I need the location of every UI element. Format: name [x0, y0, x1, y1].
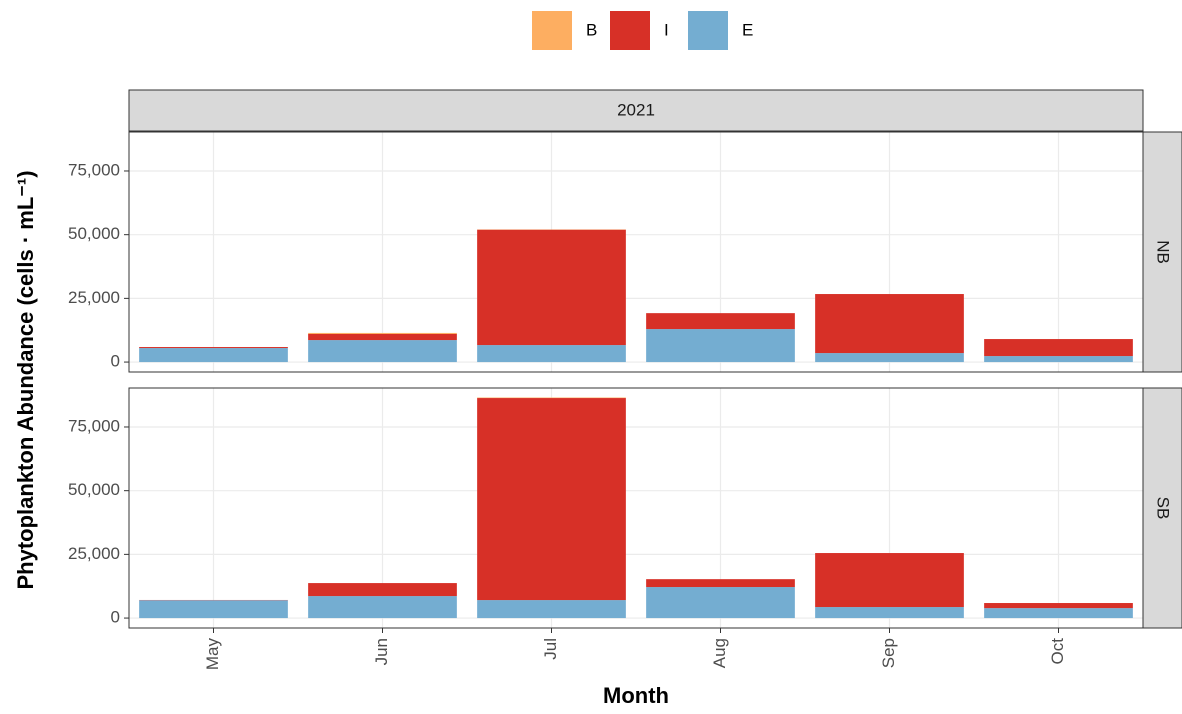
bar-segment [308, 333, 457, 334]
bar-segment [477, 600, 626, 618]
strip-label: SB [1154, 497, 1173, 520]
y-tick-label: 0 [111, 608, 120, 627]
legend-label: E [742, 20, 753, 39]
bar-segment [139, 348, 288, 362]
bar-segment [477, 398, 626, 600]
x-tick-label: Jul [541, 638, 560, 660]
legend-swatch [688, 11, 728, 50]
panel-background [129, 132, 1143, 372]
panel-background [129, 388, 1143, 628]
bar-segment [477, 230, 626, 345]
bar-segment [984, 356, 1133, 362]
bar-segment [646, 329, 795, 362]
bar-segment [308, 334, 457, 340]
bar-segment [308, 596, 457, 618]
y-tick-label: 0 [111, 352, 120, 371]
bar-segment [477, 398, 626, 399]
x-tick-label: Oct [1048, 638, 1067, 665]
legend-swatch [532, 11, 572, 50]
x-tick-label: Jun [372, 638, 391, 665]
y-tick-label: 50,000 [68, 480, 120, 499]
bar-segment [815, 607, 964, 618]
bar-segment [815, 353, 964, 362]
bar-segment [646, 313, 795, 329]
x-axis-title: Month [603, 683, 669, 708]
x-tick-label: Aug [710, 638, 729, 668]
y-tick-label: 75,000 [68, 160, 120, 179]
y-axis-title: Phytoplankton Abundance (cells · mL⁻¹) [13, 170, 38, 589]
bar-segment [308, 340, 457, 362]
bar-segment [646, 587, 795, 618]
legend-label: I [664, 20, 669, 39]
bar-segment [139, 347, 288, 348]
x-tick-label: May [203, 638, 222, 671]
legend-swatch [610, 11, 650, 50]
bar-segment [646, 579, 795, 587]
bar-segment [477, 345, 626, 362]
bar-segment [984, 608, 1133, 618]
y-tick-label: 25,000 [68, 544, 120, 563]
bar-segment [139, 600, 288, 618]
strip-label: 2021 [617, 100, 655, 119]
strip-label: NB [1154, 240, 1173, 264]
bar-segment [984, 339, 1133, 356]
bar-segment [815, 294, 964, 353]
y-tick-label: 75,000 [68, 416, 120, 435]
x-tick-label: Sep [879, 638, 898, 668]
y-tick-label: 25,000 [68, 288, 120, 307]
legend-label: B [586, 20, 597, 39]
y-tick-label: 50,000 [68, 224, 120, 243]
bar-segment [984, 603, 1133, 608]
bar-segment [815, 553, 964, 607]
bar-segment [308, 583, 457, 596]
